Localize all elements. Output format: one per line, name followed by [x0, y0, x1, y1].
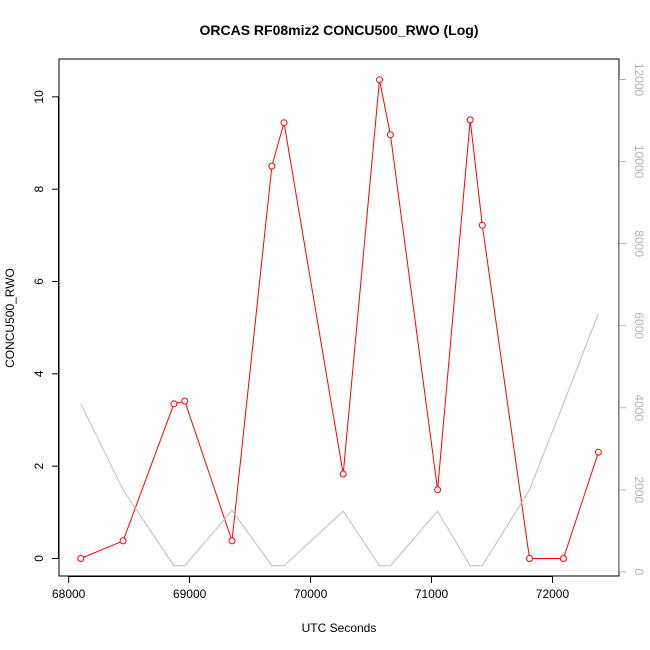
series-1-point: [77, 555, 85, 562]
series-2-line: [80, 313, 599, 567]
y-axis-label: CONCU500_RWO: [3, 268, 17, 368]
y-right-tick-label: 10000: [632, 145, 646, 179]
x-tick-label: 70000: [294, 587, 328, 601]
y-right-tick-label: 2000: [632, 476, 646, 503]
series-1-point: [386, 131, 394, 139]
series-1-point: [559, 555, 567, 562]
series-1-point: [478, 221, 486, 229]
series-1-point: [170, 400, 178, 408]
y-right-tick-label: 4000: [632, 394, 646, 421]
y-right-tick-label: 8000: [632, 230, 646, 257]
x-axis-label: UTC Seconds: [302, 621, 377, 635]
y-right-tick-label: 0: [632, 569, 646, 576]
y-tick-label: 0: [32, 555, 46, 562]
y-tick-label: 10: [32, 90, 46, 104]
chart-title: ORCAS RF08miz2 CONCU500_RWO (Log): [199, 22, 478, 38]
series-1-point: [376, 76, 383, 84]
series-1-point: [594, 448, 602, 456]
series-1-point: [434, 486, 442, 494]
series-1-point: [339, 470, 347, 478]
series-1-point: [466, 116, 474, 124]
series-1-point: [181, 397, 189, 405]
y-right-tick-label: 6000: [632, 312, 646, 339]
y-tick-label: 4: [32, 370, 46, 377]
y-right-tick-label: 12000: [632, 63, 646, 97]
x-tick-label: 69000: [173, 587, 207, 601]
series-1-line: [80, 79, 599, 559]
chart-marks: 68000 69000 70000 71000 72000 0 2 4 6 8 10 0 2000 400…: [32, 63, 646, 601]
series-1-point: [526, 555, 533, 562]
y-tick-label: 6: [32, 278, 46, 285]
y-tick-label: 2: [32, 462, 46, 469]
x-tick-label: 71000: [415, 587, 449, 601]
series-1-point: [228, 537, 236, 545]
series-1-point: [119, 537, 127, 545]
series-1-point: [280, 119, 288, 127]
x-tick-label: 72000: [536, 587, 570, 601]
series-1-point: [268, 162, 276, 170]
x-tick-label: 68000: [52, 587, 86, 601]
y-tick-label: 8: [32, 186, 46, 193]
